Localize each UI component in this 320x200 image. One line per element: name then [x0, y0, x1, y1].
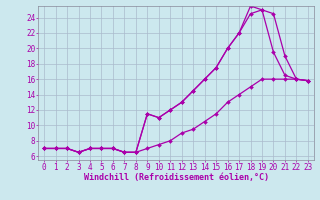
- X-axis label: Windchill (Refroidissement éolien,°C): Windchill (Refroidissement éolien,°C): [84, 173, 268, 182]
